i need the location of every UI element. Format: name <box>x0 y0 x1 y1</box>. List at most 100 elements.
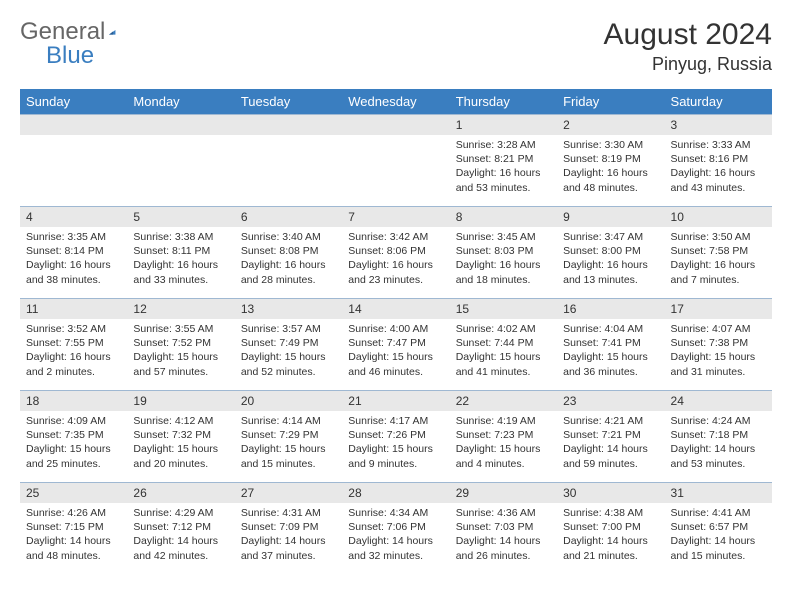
sunset-text: Sunset: 7:41 PM <box>563 336 658 350</box>
weekday-header: Tuesday <box>235 89 342 115</box>
cell-details: Sunrise: 4:17 AMSunset: 7:26 PMDaylight:… <box>342 411 449 474</box>
daylight-text: Daylight: 14 hours and 42 minutes. <box>133 534 228 562</box>
logo-text-blue: Blue <box>46 42 94 70</box>
cell-details: Sunrise: 3:52 AMSunset: 7:55 PMDaylight:… <box>20 319 127 382</box>
sunset-text: Sunset: 6:57 PM <box>671 520 766 534</box>
day-number: 27 <box>235 483 342 503</box>
sunrise-text: Sunrise: 4:29 AM <box>133 506 228 520</box>
calendar-cell: 15Sunrise: 4:02 AMSunset: 7:44 PMDayligh… <box>450 299 557 391</box>
sunrise-text: Sunrise: 4:41 AM <box>671 506 766 520</box>
day-number: 11 <box>20 299 127 319</box>
cell-details: Sunrise: 3:57 AMSunset: 7:49 PMDaylight:… <box>235 319 342 382</box>
cell-details: Sunrise: 3:35 AMSunset: 8:14 PMDaylight:… <box>20 227 127 290</box>
cell-details: Sunrise: 4:36 AMSunset: 7:03 PMDaylight:… <box>450 503 557 566</box>
sunset-text: Sunset: 7:52 PM <box>133 336 228 350</box>
cell-details: Sunrise: 4:41 AMSunset: 6:57 PMDaylight:… <box>665 503 772 566</box>
calendar-cell: 6Sunrise: 3:40 AMSunset: 8:08 PMDaylight… <box>235 207 342 299</box>
calendar-cell: 19Sunrise: 4:12 AMSunset: 7:32 PMDayligh… <box>127 391 234 483</box>
daylight-text: Daylight: 16 hours and 33 minutes. <box>133 258 228 286</box>
day-number: 16 <box>557 299 664 319</box>
sunrise-text: Sunrise: 3:38 AM <box>133 230 228 244</box>
calendar-cell: 26Sunrise: 4:29 AMSunset: 7:12 PMDayligh… <box>127 483 234 575</box>
sunset-text: Sunset: 8:03 PM <box>456 244 551 258</box>
cell-details: Sunrise: 4:00 AMSunset: 7:47 PMDaylight:… <box>342 319 449 382</box>
sunrise-text: Sunrise: 4:38 AM <box>563 506 658 520</box>
sunrise-text: Sunrise: 3:33 AM <box>671 138 766 152</box>
calendar-cell: 12Sunrise: 3:55 AMSunset: 7:52 PMDayligh… <box>127 299 234 391</box>
sunset-text: Sunset: 8:16 PM <box>671 152 766 166</box>
sunrise-text: Sunrise: 3:30 AM <box>563 138 658 152</box>
sunrise-text: Sunrise: 4:17 AM <box>348 414 443 428</box>
calendar-cell: 3Sunrise: 3:33 AMSunset: 8:16 PMDaylight… <box>665 115 772 207</box>
daylight-text: Daylight: 16 hours and 13 minutes. <box>563 258 658 286</box>
sunrise-text: Sunrise: 3:28 AM <box>456 138 551 152</box>
calendar-cell: 8Sunrise: 3:45 AMSunset: 8:03 PMDaylight… <box>450 207 557 299</box>
sunset-text: Sunset: 7:35 PM <box>26 428 121 442</box>
sunrise-text: Sunrise: 4:26 AM <box>26 506 121 520</box>
cell-details: Sunrise: 3:55 AMSunset: 7:52 PMDaylight:… <box>127 319 234 382</box>
cell-details: Sunrise: 4:04 AMSunset: 7:41 PMDaylight:… <box>557 319 664 382</box>
sunrise-text: Sunrise: 4:04 AM <box>563 322 658 336</box>
day-number: 23 <box>557 391 664 411</box>
calendar-header-row: SundayMondayTuesdayWednesdayThursdayFrid… <box>20 89 772 115</box>
daylight-text: Daylight: 15 hours and 57 minutes. <box>133 350 228 378</box>
daylight-text: Daylight: 15 hours and 20 minutes. <box>133 442 228 470</box>
cell-details: Sunrise: 4:31 AMSunset: 7:09 PMDaylight:… <box>235 503 342 566</box>
day-number: 1 <box>450 115 557 135</box>
calendar-cell: 13Sunrise: 3:57 AMSunset: 7:49 PMDayligh… <box>235 299 342 391</box>
weekday-header: Saturday <box>665 89 772 115</box>
daylight-text: Daylight: 16 hours and 43 minutes. <box>671 166 766 194</box>
cell-details: Sunrise: 4:38 AMSunset: 7:00 PMDaylight:… <box>557 503 664 566</box>
cell-details: Sunrise: 3:45 AMSunset: 8:03 PMDaylight:… <box>450 227 557 290</box>
cell-details: Sunrise: 4:19 AMSunset: 7:23 PMDaylight:… <box>450 411 557 474</box>
day-number: 26 <box>127 483 234 503</box>
sunrise-text: Sunrise: 3:35 AM <box>26 230 121 244</box>
calendar-cell: 11Sunrise: 3:52 AMSunset: 7:55 PMDayligh… <box>20 299 127 391</box>
day-number: 21 <box>342 391 449 411</box>
calendar-cell: 2Sunrise: 3:30 AMSunset: 8:19 PMDaylight… <box>557 115 664 207</box>
day-number: 24 <box>665 391 772 411</box>
calendar-cell: 18Sunrise: 4:09 AMSunset: 7:35 PMDayligh… <box>20 391 127 483</box>
cell-details: Sunrise: 4:29 AMSunset: 7:12 PMDaylight:… <box>127 503 234 566</box>
day-number: 30 <box>557 483 664 503</box>
sunset-text: Sunset: 7:12 PM <box>133 520 228 534</box>
sunset-text: Sunset: 7:49 PM <box>241 336 336 350</box>
sunset-text: Sunset: 7:47 PM <box>348 336 443 350</box>
calendar-cell: 29Sunrise: 4:36 AMSunset: 7:03 PMDayligh… <box>450 483 557 575</box>
calendar-cell: 20Sunrise: 4:14 AMSunset: 7:29 PMDayligh… <box>235 391 342 483</box>
sunset-text: Sunset: 8:21 PM <box>456 152 551 166</box>
sunrise-text: Sunrise: 4:14 AM <box>241 414 336 428</box>
cell-details: Sunrise: 4:34 AMSunset: 7:06 PMDaylight:… <box>342 503 449 566</box>
sunrise-text: Sunrise: 4:07 AM <box>671 322 766 336</box>
day-number-bar <box>342 115 449 135</box>
sunset-text: Sunset: 7:38 PM <box>671 336 766 350</box>
day-number: 9 <box>557 207 664 227</box>
day-number: 6 <box>235 207 342 227</box>
location: Pinyug, Russia <box>604 54 772 75</box>
calendar-week-row: 18Sunrise: 4:09 AMSunset: 7:35 PMDayligh… <box>20 391 772 483</box>
daylight-text: Daylight: 15 hours and 41 minutes. <box>456 350 551 378</box>
cell-details: Sunrise: 4:09 AMSunset: 7:35 PMDaylight:… <box>20 411 127 474</box>
daylight-text: Daylight: 15 hours and 4 minutes. <box>456 442 551 470</box>
calendar-cell: 17Sunrise: 4:07 AMSunset: 7:38 PMDayligh… <box>665 299 772 391</box>
day-number-bar <box>127 115 234 135</box>
calendar-cell: 21Sunrise: 4:17 AMSunset: 7:26 PMDayligh… <box>342 391 449 483</box>
cell-details: Sunrise: 4:02 AMSunset: 7:44 PMDaylight:… <box>450 319 557 382</box>
sunrise-text: Sunrise: 3:45 AM <box>456 230 551 244</box>
calendar-cell <box>342 115 449 207</box>
day-number: 7 <box>342 207 449 227</box>
calendar-cell <box>20 115 127 207</box>
day-number: 5 <box>127 207 234 227</box>
cell-details: Sunrise: 3:47 AMSunset: 8:00 PMDaylight:… <box>557 227 664 290</box>
sunset-text: Sunset: 7:00 PM <box>563 520 658 534</box>
day-number: 10 <box>665 207 772 227</box>
calendar-table: SundayMondayTuesdayWednesdayThursdayFrid… <box>20 89 772 575</box>
day-number: 18 <box>20 391 127 411</box>
calendar-cell: 10Sunrise: 3:50 AMSunset: 7:58 PMDayligh… <box>665 207 772 299</box>
sunrise-text: Sunrise: 4:36 AM <box>456 506 551 520</box>
sunrise-text: Sunrise: 3:47 AM <box>563 230 658 244</box>
daylight-text: Daylight: 16 hours and 28 minutes. <box>241 258 336 286</box>
daylight-text: Daylight: 15 hours and 36 minutes. <box>563 350 658 378</box>
sunset-text: Sunset: 7:18 PM <box>671 428 766 442</box>
day-number: 14 <box>342 299 449 319</box>
